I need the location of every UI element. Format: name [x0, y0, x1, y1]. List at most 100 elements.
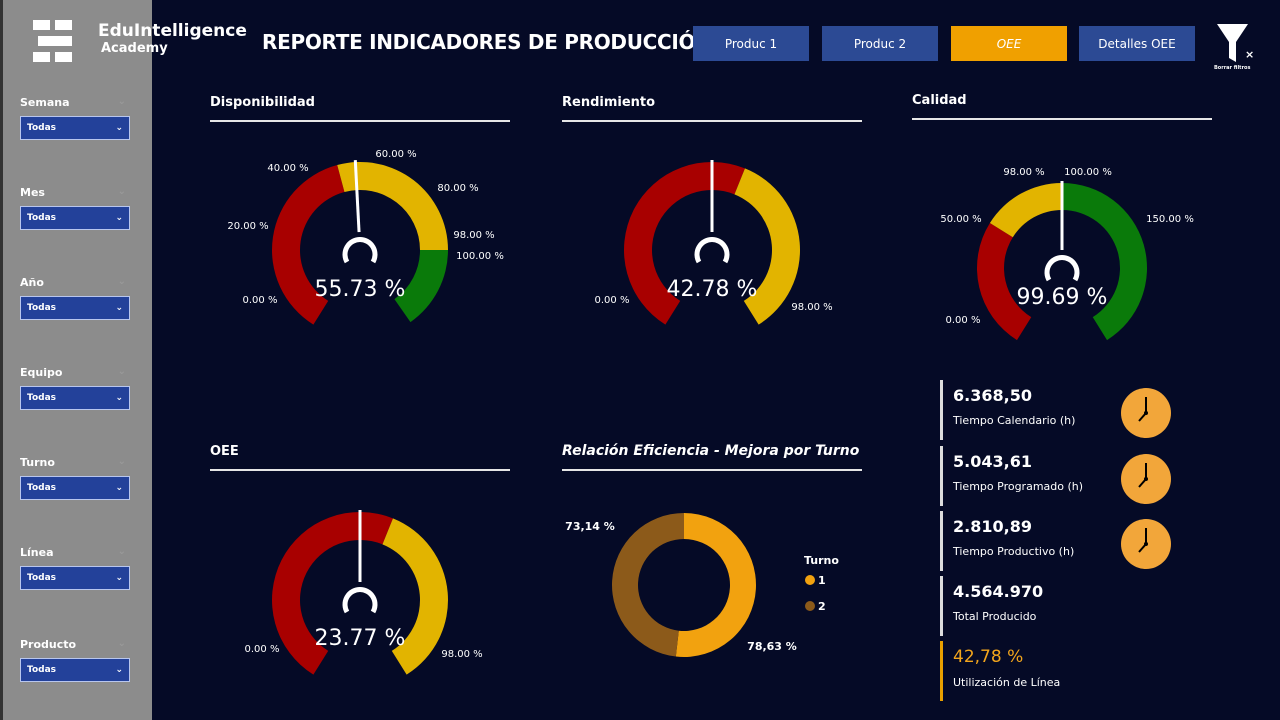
donut-slice-1[interactable]	[675, 513, 756, 657]
collapse-chevron-icon[interactable]: ⌄	[117, 366, 126, 377]
nav-button-3[interactable]: Detalles OEE	[1079, 26, 1195, 61]
filter-6: Producto ⌄ Todas ⌄	[20, 638, 130, 682]
gauge-tick-label: 0.00 %	[243, 295, 278, 306]
gauge-tick-label: 98.00 %	[453, 230, 494, 241]
donut-data-label: 73,14 %	[565, 520, 615, 533]
gauge-tick-label: 98.00 %	[1003, 167, 1044, 178]
gauge-band-yellow	[734, 168, 801, 325]
gauge-tick-label: 40.00 %	[267, 163, 308, 174]
gauge-value: 23.77 %	[315, 626, 406, 651]
filter-label: Producto ⌄	[20, 638, 130, 651]
collapse-chevron-icon[interactable]: ⌄	[117, 276, 126, 287]
chevron-down-icon: ⌄	[115, 665, 123, 675]
clock-icon	[1121, 454, 1171, 504]
gauge-tick-label: 0.00 %	[946, 315, 981, 326]
section-title-calidad: Calidad	[912, 93, 1212, 120]
gauge-tick-label: 0.00 %	[245, 644, 280, 655]
donut-slice-2[interactable]	[611, 513, 684, 657]
legend-marker	[805, 575, 815, 585]
gauge-tick-label: 98.00 %	[441, 649, 482, 660]
collapse-chevron-icon[interactable]: ⌄	[117, 96, 126, 107]
filter-1: Mes ⌄ Todas ⌄	[20, 186, 130, 230]
kpi-card: 5.043,61 Tiempo Programado (h)	[940, 446, 1180, 506]
collapse-chevron-icon[interactable]: ⌄	[117, 186, 126, 197]
gauge-hub	[342, 587, 378, 614]
filter-dropdown[interactable]: Todas ⌄	[20, 206, 130, 230]
legend-item[interactable]: 1	[818, 574, 826, 587]
kpi-value: 5.043,61	[953, 452, 1032, 471]
gauge-tick-label: 60.00 %	[375, 149, 416, 160]
gauge-tick-label: 100.00 %	[456, 251, 504, 262]
filter-dropdown[interactable]: Todas ⌄	[20, 296, 130, 320]
collapse-chevron-icon[interactable]: ⌄	[117, 546, 126, 557]
filter-label: Año ⌄	[20, 276, 130, 289]
gauge-needle	[353, 160, 361, 233]
nav-button-1[interactable]: Produc 2	[822, 26, 938, 61]
donut-data-label: 78,63 %	[747, 640, 797, 653]
filter-4: Turno ⌄ Todas ⌄	[20, 456, 130, 500]
gauge-tick-label: 98.00 %	[791, 302, 832, 313]
kpi-value: 42,78 %	[953, 647, 1024, 667]
donut-chart: 78,63 % 1 73,14 % 2 Turno	[565, 513, 839, 657]
filter-label: Línea ⌄	[20, 546, 130, 559]
chevron-down-icon: ⌄	[115, 573, 123, 583]
filter-label: Semana ⌄	[20, 96, 130, 109]
kpi-label: Tiempo Productivo (h)	[953, 545, 1075, 558]
clock-icon	[1121, 519, 1171, 569]
filter-dropdown[interactable]: Todas ⌄	[20, 658, 130, 682]
filter-dropdown[interactable]: Todas ⌄	[20, 566, 130, 590]
kpi-card: 4.564.970 Total Producido	[940, 576, 1180, 636]
filter-label: Equipo ⌄	[20, 366, 130, 379]
gauge-band-green	[1062, 183, 1147, 341]
chevron-down-icon: ⌄	[115, 483, 123, 493]
section-title-donut: Relación Eficiencia - Mejora por Turno	[562, 443, 862, 471]
filter-5: Línea ⌄ Todas ⌄	[20, 546, 130, 590]
gauge-tick-label: 80.00 %	[437, 183, 478, 194]
gauge-tick-label: 20.00 %	[227, 221, 268, 232]
gauge-band-red	[272, 512, 393, 675]
clock-icon	[1121, 388, 1171, 438]
kpi-card: 6.368,50 Tiempo Calendario (h)	[940, 380, 1180, 440]
clear-filters-button[interactable]: × Borrar filtros	[1214, 22, 1254, 72]
kpi-value: 4.564.970	[953, 582, 1044, 601]
gauge-band-yellow	[337, 161, 448, 250]
filter-label: Mes ⌄	[20, 186, 130, 199]
gauge-tick-label: 100.00 %	[1064, 167, 1112, 178]
chevron-down-icon: ⌄	[115, 303, 123, 313]
gauge-band-yellow	[382, 518, 449, 675]
gauge-value: 42.78 %	[667, 277, 758, 302]
gauge-band-red	[976, 222, 1032, 341]
legend-marker	[805, 601, 815, 611]
filter-3: Equipo ⌄ Todas ⌄	[20, 366, 130, 410]
kpi-label: Total Producido	[953, 610, 1037, 623]
nav-button-0[interactable]: Produc 1	[693, 26, 809, 61]
page-title: REPORTE INDICADORES DE PRODUCCIÓN	[262, 30, 712, 54]
gauge-hub	[694, 237, 730, 264]
collapse-chevron-icon[interactable]: ⌄	[117, 456, 126, 467]
brand-name: EduIntelligence Academy	[98, 21, 247, 56]
nav-button-2[interactable]: OEE	[951, 26, 1067, 61]
gauge-value: 55.73 %	[315, 277, 406, 302]
section-title-disponibilidad: Disponibilidad	[210, 95, 510, 122]
filter-sidebar: EduIntelligence Academy Semana ⌄ Todas ⌄ Mes…	[0, 0, 247, 720]
section-title-oee: OEE	[210, 444, 510, 471]
funnel-icon: ×	[1217, 24, 1254, 62]
filter-dropdown[interactable]: Todas ⌄	[20, 476, 130, 500]
chevron-down-icon: ⌄	[115, 123, 123, 133]
collapse-chevron-icon[interactable]: ⌄	[117, 638, 126, 649]
filter-0: Semana ⌄ Todas ⌄	[20, 96, 130, 140]
legend-item[interactable]: 2	[818, 600, 826, 613]
filter-dropdown[interactable]: Todas ⌄	[20, 386, 130, 410]
gauge-value: 99.69 %	[1017, 285, 1108, 310]
gauge-band-yellow	[989, 183, 1062, 238]
svg-text:×: ×	[1245, 48, 1254, 61]
filter-dropdown[interactable]: Todas ⌄	[20, 116, 130, 140]
gauge-tick-label: 50.00 %	[940, 214, 981, 225]
kpi-label: Tiempo Programado (h)	[953, 480, 1084, 493]
legend-title: Turno	[804, 554, 839, 567]
gauge-tick-label: 150.00 %	[1146, 214, 1194, 225]
gauge-band-red	[272, 164, 345, 325]
kpi-label: Utilización de Línea	[953, 676, 1061, 689]
kpi-value: 2.810,89	[953, 517, 1032, 536]
kpi-card: 42,78 % Utilización de Línea	[940, 641, 1180, 701]
